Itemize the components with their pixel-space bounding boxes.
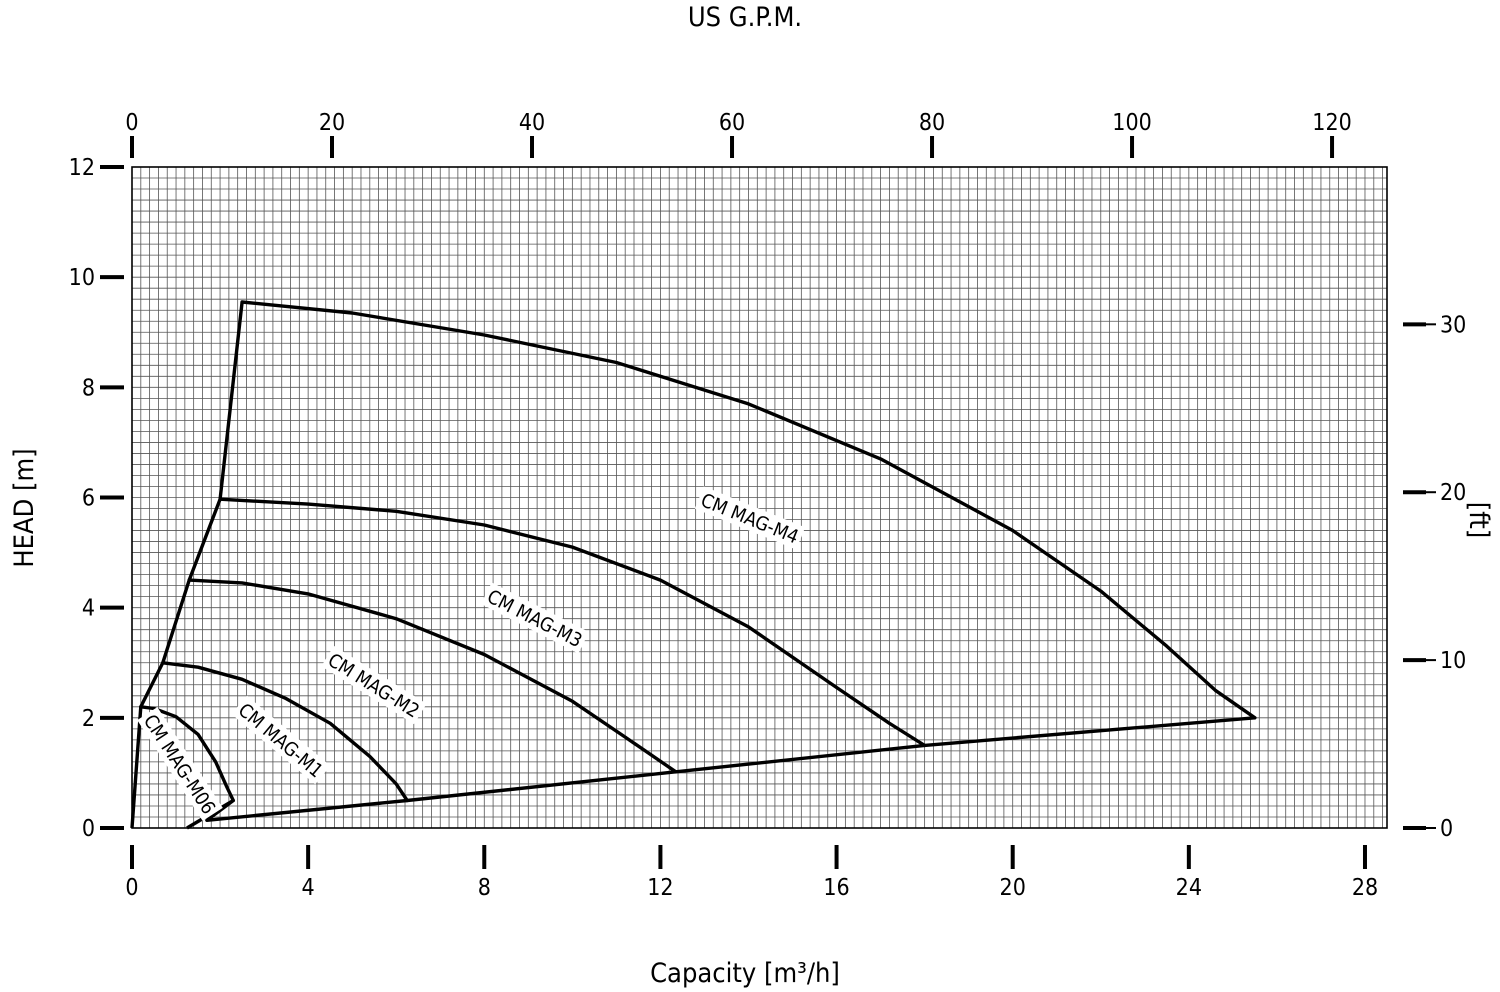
chart-grid <box>132 167 1387 828</box>
curve-label-group: CM MAG-M4 <box>694 486 806 550</box>
curve-label-background <box>480 582 590 654</box>
top-tick-label: 40 <box>519 110 545 136</box>
right-tick-label: 30 <box>1440 312 1466 338</box>
x-tick-label: 4 <box>302 875 315 901</box>
chart-axes: 0 4 8 12 16 20 24 280 20 40 60 80 100 120024681012010… <box>69 110 1467 901</box>
curve-cm-mag-m2 <box>187 578 678 774</box>
y-tick-label: 2 <box>82 706 95 732</box>
x-tick-label: 12 <box>647 875 673 901</box>
performance-curves <box>130 300 1257 830</box>
top-tick-label: 0 <box>125 110 138 136</box>
curve-cm-mag-m3 <box>218 497 927 748</box>
x-tick-label: 8 <box>478 875 491 901</box>
y-tick-label: 0 <box>82 816 95 842</box>
x-tick-label: 16 <box>823 875 849 901</box>
x-tick-label: 28 <box>1352 875 1378 901</box>
curve-label: CM MAG-M1 <box>234 699 327 782</box>
top-tick-label: 100 <box>1112 110 1152 136</box>
x-tick-label: 20 <box>1000 875 1026 901</box>
curve-label-group: CM MAG-M06 <box>137 707 223 821</box>
right-tick-label: 0 <box>1440 816 1453 842</box>
top-tick-label: 20 <box>319 110 345 136</box>
right-tick-label: 10 <box>1440 648 1466 674</box>
curve-label-background <box>321 645 427 725</box>
top-tick-label: 120 <box>1312 110 1352 136</box>
top-axis-title: US G.P.M. <box>688 2 802 33</box>
curve-cm-mag-m4 <box>240 300 1257 720</box>
y-tick-label: 4 <box>82 596 95 622</box>
top-tick-label: 60 <box>719 110 745 136</box>
curve-cm-mag-m1 <box>161 661 409 803</box>
grid-lines <box>132 167 1387 828</box>
curve-label: CM MAG-M06 <box>139 711 220 819</box>
x-tick-label: 24 <box>1176 875 1202 901</box>
curve-cm-mag-m06 <box>139 705 236 803</box>
curve-label-group: CM MAG-M3 <box>480 582 590 654</box>
right-tick-label: 20 <box>1440 480 1466 506</box>
curve-label-background <box>694 486 806 550</box>
curve-label-background <box>231 695 331 785</box>
top-tick-label: 80 <box>919 110 945 136</box>
y-tick-label: 10 <box>69 265 95 291</box>
x-tick-label: 0 <box>125 875 138 901</box>
y-tick-label: 8 <box>82 375 95 401</box>
curve-label: CM MAG-M2 <box>324 649 423 722</box>
curve-label-background <box>137 707 223 821</box>
y-axis-title: HEAD [m] <box>9 448 40 567</box>
plot-area <box>131 166 1388 829</box>
right-axis-title: [ft] <box>1463 502 1494 539</box>
envelope-left-boundary <box>130 301 244 829</box>
y-tick-label: 12 <box>69 155 95 181</box>
y-tick-label: 6 <box>82 486 95 512</box>
x-axis-title: Capacity [m³/h] <box>650 958 840 989</box>
